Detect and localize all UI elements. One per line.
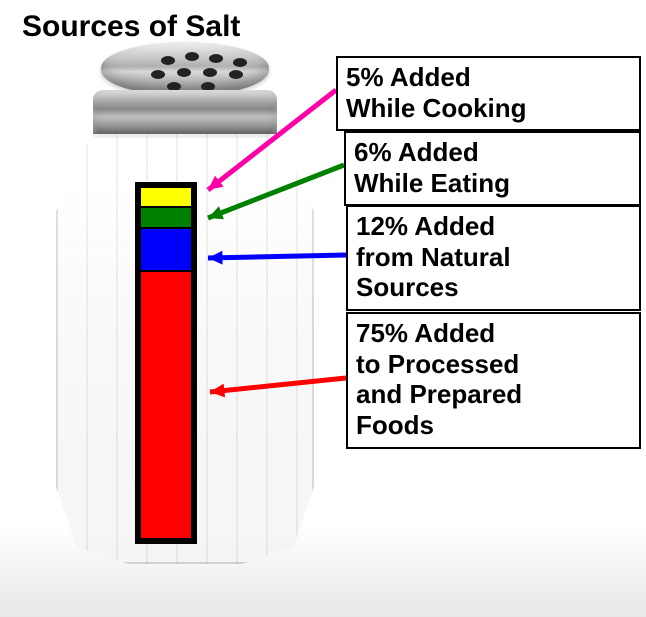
shaker-hole	[185, 52, 199, 61]
callout-eating: 6% AddedWhile Eating	[344, 131, 641, 206]
callout-natural: 12% Addedfrom NaturalSources	[346, 205, 641, 311]
callout-line: from Natural	[356, 242, 631, 273]
callout-processed: 75% Addedto Processedand PreparedFoods	[346, 312, 641, 449]
callout-line: While Eating	[354, 168, 631, 199]
shaker-cap	[101, 42, 269, 96]
bar-segment-cooking	[141, 188, 191, 206]
stacked-bar	[141, 188, 191, 538]
callout-line: and Prepared	[356, 379, 631, 410]
stacked-bar-frame	[135, 182, 197, 544]
shaker-hole	[203, 68, 217, 77]
callout-line: 6% Added	[354, 137, 631, 168]
shaker-hole	[209, 54, 223, 63]
callout-line: Foods	[356, 410, 631, 441]
callout-line: to Processed	[356, 349, 631, 380]
bar-segment-natural	[141, 227, 191, 270]
callout-line: 12% Added	[356, 211, 631, 242]
shaker-hole	[151, 70, 165, 79]
callout-cooking: 5% AddedWhile Cooking	[336, 56, 641, 131]
shaker-hole	[161, 56, 175, 65]
callout-line: Sources	[356, 272, 631, 303]
callout-line: 5% Added	[346, 62, 631, 93]
shaker-rim	[93, 90, 277, 138]
bar-segment-processed	[141, 270, 191, 538]
shaker-hole	[177, 68, 191, 77]
callout-line: While Cooking	[346, 93, 631, 124]
page-title: Sources of Salt	[22, 10, 240, 44]
shaker-hole	[229, 70, 243, 79]
shaker-hole	[233, 58, 247, 67]
callout-line: 75% Added	[356, 318, 631, 349]
bar-segment-eating	[141, 206, 191, 227]
